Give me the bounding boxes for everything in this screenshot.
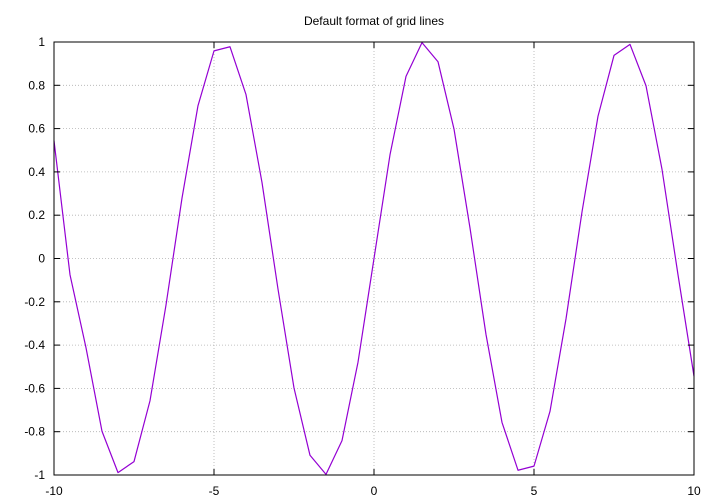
y-tick-label: 0.8: [28, 78, 45, 92]
y-tick-label: -1: [34, 468, 45, 482]
x-tick-label: -10: [45, 484, 63, 498]
x-tick-label: -5: [209, 484, 220, 498]
series-line-0: [53, 42, 695, 475]
y-tick-label: 0.2: [28, 208, 45, 222]
x-tick-label: 5: [531, 484, 538, 498]
y-tick-label: -0.8: [24, 425, 45, 439]
x-axis-tick-labels: -10 -5 0 5 10: [45, 484, 701, 498]
x-tick-label: 10: [687, 484, 701, 498]
y-tick-label: 0.6: [28, 122, 45, 136]
y-tick-label: -0.4: [24, 338, 45, 352]
chart-title: Default format of grid lines: [304, 14, 444, 28]
y-tick-label: 0.4: [28, 165, 45, 179]
y-tick-label: -0.6: [24, 381, 45, 395]
y-tick-label: -0.2: [24, 295, 45, 309]
tick-marks: [53, 41, 695, 476]
series-layer: [53, 42, 695, 475]
x-tick-label: 0: [371, 484, 378, 498]
y-tick-label: 1: [38, 35, 45, 49]
y-axis-tick-labels: -1 -0.8 -0.6 -0.4 -0.2 0 0.2 0.4 0.6 0.8 1: [24, 35, 45, 482]
y-tick-label: 0: [38, 252, 45, 266]
